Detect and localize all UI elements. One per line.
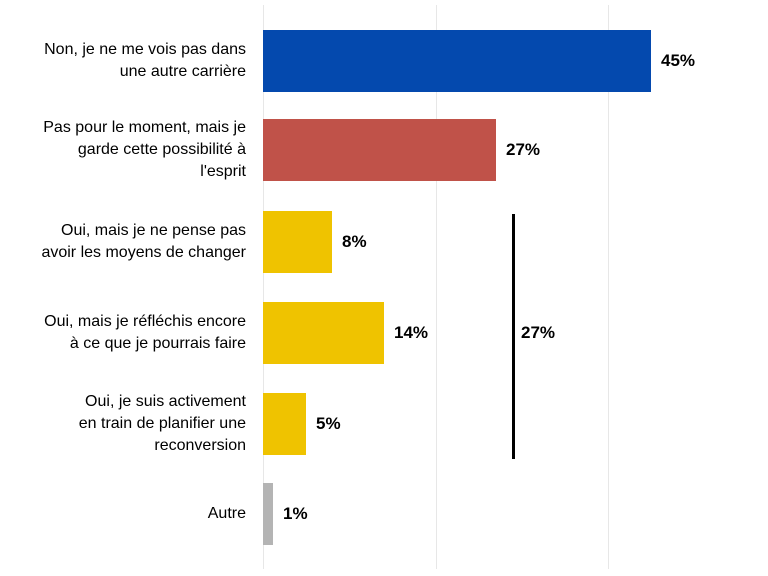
value-label: 1%: [283, 504, 308, 523]
category-label: Oui, mais je réfléchis encore à ce que j…: [44, 313, 246, 352]
category-label: Non, je ne me vois pas dans une autre ca…: [44, 41, 246, 80]
bar-row: Oui, mais je ne pense pas avoir les moye…: [0, 211, 768, 273]
value-label: 14%: [394, 323, 429, 342]
bar-segment: [263, 393, 306, 455]
gridline: [263, 5, 264, 569]
bar-row: Autre 1%: [0, 483, 768, 545]
bar-row: Oui, mais je réfléchis encore à ce que j…: [0, 302, 768, 364]
bar-row: Non, je ne me vois pas dans une autre ca…: [0, 30, 768, 92]
category-label: Pas pour le moment, mais je garde cette …: [43, 119, 246, 180]
gridline: [608, 5, 609, 569]
value-label: 27%: [506, 140, 541, 159]
value-label: 45%: [661, 51, 696, 70]
bar-row: Pas pour le moment, mais je garde cette …: [0, 119, 768, 181]
value-label: 5%: [316, 414, 341, 433]
bar-row: Oui, je suis activement en train de plan…: [0, 393, 768, 455]
bar-segment: [263, 30, 651, 92]
gridline: [436, 5, 437, 569]
group-total-label: 27%: [521, 323, 556, 342]
bar-segment: [263, 302, 384, 364]
group-bracket-line: [512, 214, 515, 459]
value-label: 8%: [342, 232, 367, 251]
category-label: Oui, mais je ne pense pas avoir les moye…: [41, 222, 246, 261]
bar-segment: [263, 119, 496, 181]
bar-segment: [263, 483, 273, 545]
category-label: Oui, je suis activement en train de plan…: [78, 393, 246, 454]
category-label: Autre: [207, 505, 246, 522]
bar-segment: [263, 211, 332, 273]
